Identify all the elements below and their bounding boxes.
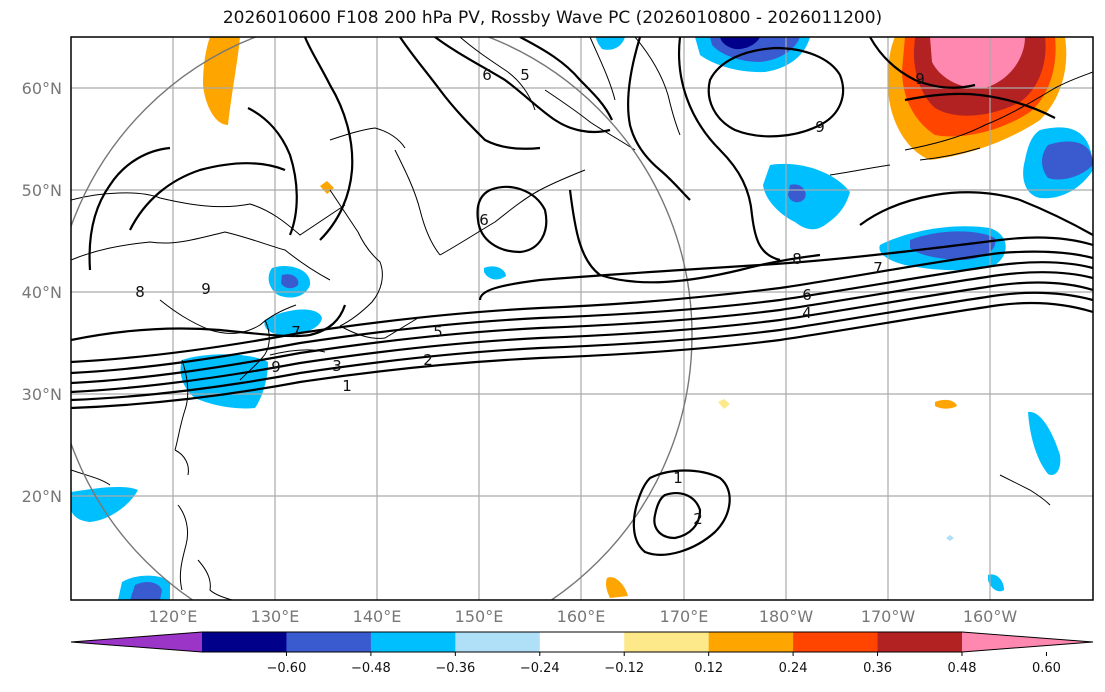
colorbar-extend-min <box>71 632 202 652</box>
lat-label: 30°N <box>22 385 62 404</box>
projection-circle <box>71 37 693 600</box>
colorbar-extend-max <box>962 632 1093 652</box>
coastlines <box>71 37 1093 600</box>
map-title: 2026010600 F108 200 hPa PV, Rossby Wave … <box>222 8 883 28</box>
contour-label: 6 <box>482 66 492 84</box>
colorbar-segment <box>708 632 794 652</box>
contour-label: 2 <box>423 351 433 369</box>
contour-label: 7 <box>291 323 301 341</box>
lon-label: 180°W <box>759 607 814 626</box>
colorbar-segment <box>370 632 456 652</box>
contour-labels: 1 2 3 4 5 6 7 8 9 1 2 6 5 6 8 7 9 9 9 <box>135 66 925 528</box>
lon-label: 160°W <box>963 607 1018 626</box>
negative-anomaly-korea <box>264 309 322 336</box>
contour-label: 9 <box>815 118 825 136</box>
colorbar-segment <box>455 632 541 652</box>
lon-label: 120°E <box>149 607 198 626</box>
colorbar-tick-label: 0.36 <box>863 661 892 676</box>
contour-label: 7 <box>873 259 883 277</box>
lon-label: 150°E <box>455 607 504 626</box>
colorbar-tick-label: 0.60 <box>1032 661 1061 676</box>
colorbar-tick-label: 0.24 <box>779 661 808 676</box>
negative-anomaly-southwest <box>71 486 138 522</box>
contour-label: 1 <box>673 469 683 487</box>
lon-label: 160°E <box>557 607 606 626</box>
lon-label: 170°E <box>660 607 709 626</box>
lat-label: 60°N <box>22 79 62 98</box>
contour-label: 1 <box>342 377 352 395</box>
colorbar-tick-label: 0.12 <box>694 661 723 676</box>
contour-label: 6 <box>479 211 489 229</box>
contour-label: 9 <box>915 70 925 88</box>
contour-label: 5 <box>520 66 530 84</box>
pv-contours <box>71 37 1093 556</box>
colorbar-segment <box>877 632 963 652</box>
latitude-labels: 60°N 50°N 40°N 30°N 20°N <box>22 79 62 506</box>
positive-anomaly-north-left <box>203 37 240 125</box>
lon-label: 170°W <box>861 607 916 626</box>
colorbar-tick-label: −0.24 <box>520 661 560 676</box>
negative-anomaly-central <box>763 163 850 230</box>
colorbar-tick-label: −0.48 <box>351 661 391 676</box>
colorbar-tick-label: −0.36 <box>435 661 475 676</box>
colorbar-segment <box>793 632 879 652</box>
contour-label: 2 <box>693 510 703 528</box>
contour-label: 3 <box>332 357 342 375</box>
lon-label: 130°E <box>251 607 300 626</box>
contour-label: 5 <box>433 323 443 341</box>
colorbar-segment <box>539 632 625 652</box>
colorbar-outline <box>70 631 1094 653</box>
contour-label: 8 <box>135 283 145 301</box>
colorbar-tick-label: −0.12 <box>604 661 644 676</box>
colorbar: −0.60 −0.48 −0.36 −0.24 −0.12 0.12 0.24 0.36 0.4… <box>70 631 1094 676</box>
lon-label: 140°E <box>353 607 402 626</box>
contour-label: 4 <box>802 304 812 322</box>
pv-shading <box>71 37 1093 600</box>
negative-anomaly-hawaii <box>1028 411 1061 476</box>
map-frame <box>70 36 1094 601</box>
contour-label: 6 <box>802 286 812 304</box>
contour-label: 8 <box>792 250 802 268</box>
colorbar-tick-label: −0.60 <box>267 661 307 676</box>
longitude-labels: 120°E 130°E 140°E 150°E 160°E 170°E 180°… <box>149 607 1018 626</box>
positive-anomaly-core-pink <box>930 37 1025 89</box>
colorbar-segment <box>286 632 372 652</box>
contour-label: 9 <box>271 358 281 376</box>
negative-anomaly-east-china-sea <box>180 354 268 409</box>
lat-label: 50°N <box>22 181 62 200</box>
colorbar-segment <box>624 632 710 652</box>
contour-label: 9 <box>201 280 211 298</box>
colorbar-segment <box>202 632 287 652</box>
colorbar-tick-label: 0.48 <box>948 661 977 676</box>
lat-label: 20°N <box>22 487 62 506</box>
lat-label: 40°N <box>22 283 62 302</box>
